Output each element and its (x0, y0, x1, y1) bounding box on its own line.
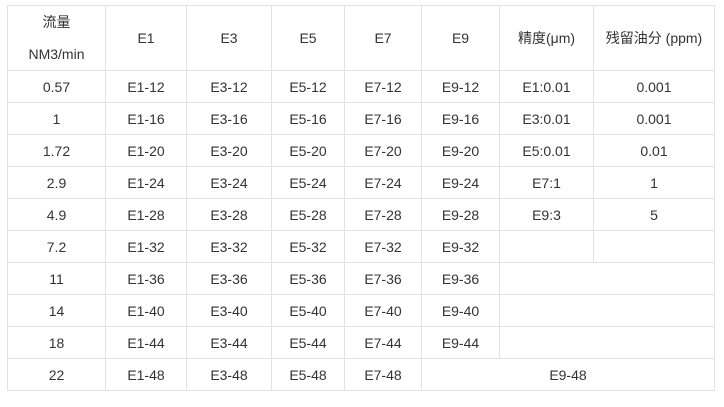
header-flow: 流量 NM3/min (7, 5, 106, 71)
residual-oil-cell: 1 (593, 166, 715, 199)
flow-cell: 22 (7, 358, 106, 391)
residual-oil-cell: 0.01 (593, 134, 715, 167)
model-cell: E7-28 (344, 198, 422, 231)
model-cell: E5-36 (271, 262, 345, 295)
model-cell: E1-36 (105, 262, 187, 295)
residual-oil-cell: 0.001 (593, 70, 715, 103)
empty-merged-cell (499, 262, 715, 295)
model-cell: E3-44 (186, 326, 272, 359)
empty-merged-cell (499, 326, 715, 359)
flow-cell: 18 (7, 326, 106, 359)
header-e9: E9 (421, 5, 500, 71)
model-cell: E9-20 (421, 134, 500, 167)
model-cell: E5-12 (271, 70, 345, 103)
model-cell: E7-32 (344, 230, 422, 263)
header-residual-oil: 残留油分 (ppm) (593, 5, 715, 71)
flow-cell: 1 (7, 102, 106, 135)
model-cell: E9-40 (421, 294, 500, 327)
table-row: 2.9 E1-24 E3-24 E5-24 E7-24 E9-24 E7:1 1 (7, 166, 715, 199)
model-cell: E3-24 (186, 166, 272, 199)
precision-cell (499, 230, 594, 263)
table-row: 1 E1-16 E3-16 E5-16 E7-16 E9-16 E3:0.01 0.001 (7, 102, 715, 135)
table-row: 18 E1-44 E3-44 E5-44 E7-44 E9-44 (7, 326, 715, 359)
flow-label: 流量 (42, 14, 71, 30)
model-cell: E1-44 (105, 326, 187, 359)
model-cell: E3-32 (186, 230, 272, 263)
flow-cell: 1.72 (7, 134, 106, 167)
model-cell: E5-48 (271, 358, 345, 391)
model-cell: E3-48 (186, 358, 272, 391)
model-cell: E3-16 (186, 102, 272, 135)
model-cell: E9-44 (421, 326, 500, 359)
residual-oil-cell: 0.001 (593, 102, 715, 135)
model-cell: E5-32 (271, 230, 345, 263)
empty-merged-cell (499, 294, 715, 327)
model-cell: E7-48 (344, 358, 422, 391)
model-cell: E7-44 (344, 326, 422, 359)
table-row: 11 E1-36 E3-36 E5-36 E7-36 E9-36 (7, 262, 715, 295)
header-e5: E5 (271, 5, 345, 71)
header-e7: E7 (344, 5, 422, 71)
header-row: 流量 NM3/min E1 E3 E5 E7 E9 精度(μm) 残留油分 (p… (7, 5, 715, 71)
model-cell: E5-40 (271, 294, 345, 327)
model-cell: E9-28 (421, 198, 500, 231)
model-cell: E9-12 (421, 70, 500, 103)
product-spec-table: 流量 NM3/min E1 E3 E5 E7 E9 精度(μm) 残留油分 (p… (7, 5, 715, 391)
precision-cell: E1:0.01 (499, 70, 594, 103)
flow-cell: 4.9 (7, 198, 106, 231)
model-cell: E3-28 (186, 198, 272, 231)
flow-unit: NM3/min (28, 46, 85, 62)
model-cell: E9-32 (421, 230, 500, 263)
table-row: 14 E1-40 E3-40 E5-40 E7-40 E9-40 (7, 294, 715, 327)
model-cell: E1-12 (105, 70, 187, 103)
model-cell: E9-36 (421, 262, 500, 295)
model-cell: E1-24 (105, 166, 187, 199)
table-row: 1.72 E1-20 E3-20 E5-20 E7-20 E9-20 E5:0.01 0.01 (7, 134, 715, 167)
table-row: 0.57 E1-12 E3-12 E5-12 E7-12 E9-12 E1:0.01 0.00… (7, 70, 715, 103)
model-cell: E1-40 (105, 294, 187, 327)
model-cell: E3-40 (186, 294, 272, 327)
flow-cell: 11 (7, 262, 106, 295)
model-cell: E5-28 (271, 198, 345, 231)
model-cell: E1-28 (105, 198, 187, 231)
model-cell: E9-24 (421, 166, 500, 199)
flow-cell: 14 (7, 294, 106, 327)
residual-oil-cell (593, 230, 715, 263)
table-row: 22 E1-48 E3-48 E5-48 E7-48 E9-48 (7, 358, 715, 391)
precision-cell: E3:0.01 (499, 102, 594, 135)
model-cell: E7-12 (344, 70, 422, 103)
model-cell-merged: E9-48 (421, 358, 715, 391)
precision-cell: E5:0.01 (499, 134, 594, 167)
model-cell: E3-20 (186, 134, 272, 167)
header-e1: E1 (105, 5, 187, 71)
model-cell: E1-16 (105, 102, 187, 135)
model-cell: E7-40 (344, 294, 422, 327)
model-cell: E1-32 (105, 230, 187, 263)
flow-cell: 2.9 (7, 166, 106, 199)
model-cell: E1-20 (105, 134, 187, 167)
model-cell: E5-24 (271, 166, 345, 199)
model-cell: E1-48 (105, 358, 187, 391)
precision-cell: E9:3 (499, 198, 594, 231)
model-cell: E5-16 (271, 102, 345, 135)
residual-oil-cell: 5 (593, 198, 715, 231)
model-cell: E7-16 (344, 102, 422, 135)
precision-cell: E7:1 (499, 166, 594, 199)
table-row: 4.9 E1-28 E3-28 E5-28 E7-28 E9-28 E9:3 5 (7, 198, 715, 231)
header-e3: E3 (186, 5, 272, 71)
flow-cell: 7.2 (7, 230, 106, 263)
table-row: 7.2 E1-32 E3-32 E5-32 E7-32 E9-32 (7, 230, 715, 263)
model-cell: E7-24 (344, 166, 422, 199)
flow-cell: 0.57 (7, 70, 106, 103)
model-cell: E5-20 (271, 134, 345, 167)
header-precision: 精度(μm) (499, 5, 594, 71)
model-cell: E7-20 (344, 134, 422, 167)
model-cell: E9-16 (421, 102, 500, 135)
model-cell: E5-44 (271, 326, 345, 359)
model-cell: E3-12 (186, 70, 272, 103)
model-cell: E3-36 (186, 262, 272, 295)
model-cell: E7-36 (344, 262, 422, 295)
